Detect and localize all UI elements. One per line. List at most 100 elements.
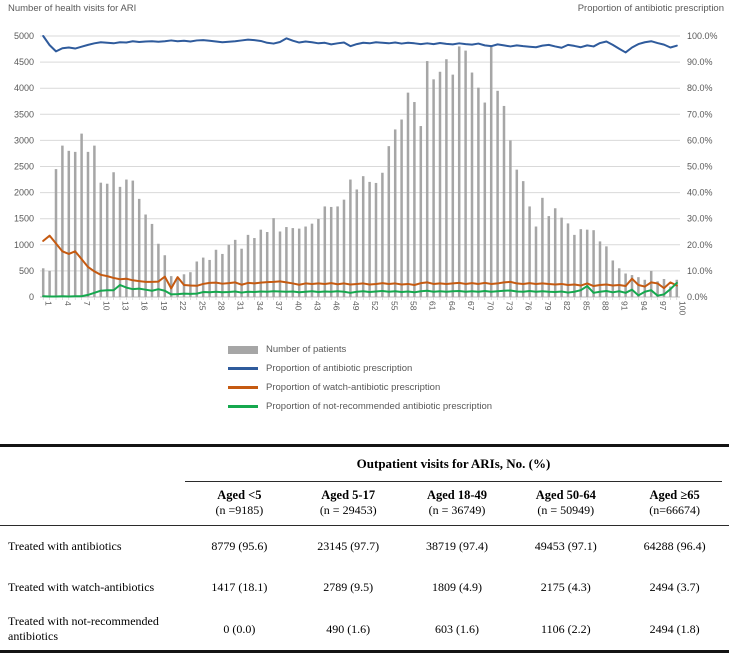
svg-text:46: 46 <box>332 301 342 311</box>
bar-swatch-icon <box>228 345 258 354</box>
column-header-sub: (n = 50949) <box>537 503 595 517</box>
svg-text:82: 82 <box>562 301 572 311</box>
svg-text:22: 22 <box>178 301 188 311</box>
svg-text:90.0%: 90.0% <box>687 57 713 67</box>
svg-text:88: 88 <box>601 301 611 311</box>
row-label: Treated with antibiotics <box>8 538 122 553</box>
svg-text:60.0%: 60.0% <box>687 135 713 145</box>
table-cell: 1809 (4.9) <box>431 579 482 594</box>
svg-text:10.0%: 10.0% <box>687 266 713 276</box>
chart-legend: Number of patients Proportion of antibio… <box>228 340 492 416</box>
svg-text:100.0%: 100.0% <box>687 31 718 41</box>
row-label: Treated with watch-antibiotics <box>8 579 155 594</box>
line-swatch-icon <box>228 386 258 389</box>
column-header: Aged 5-17 (n = 29453) <box>293 482 403 526</box>
svg-text:31: 31 <box>236 301 246 311</box>
svg-text:61: 61 <box>428 301 438 311</box>
svg-text:40: 40 <box>293 301 303 311</box>
svg-text:3500: 3500 <box>14 109 34 119</box>
svg-text:100: 100 <box>677 301 687 315</box>
svg-text:1: 1 <box>44 301 54 306</box>
svg-text:43: 43 <box>313 301 323 311</box>
svg-text:64: 64 <box>447 301 457 311</box>
summary-table: Outpatient visits for ARIs, No. (%) Aged… <box>0 444 729 653</box>
table-span-rule <box>185 481 722 482</box>
svg-text:1500: 1500 <box>14 214 34 224</box>
table-cell: 1106 (2.2) <box>541 621 591 636</box>
svg-text:25: 25 <box>197 301 207 311</box>
svg-text:34: 34 <box>255 301 265 311</box>
column-header-label: Aged 50-64 <box>535 488 596 502</box>
svg-text:28: 28 <box>217 301 227 311</box>
svg-text:2500: 2500 <box>14 162 34 172</box>
table-cell: 23145 (97.7) <box>317 538 380 553</box>
table-cell: 38719 (97.4) <box>425 538 488 553</box>
svg-text:80.0%: 80.0% <box>687 83 713 93</box>
svg-text:0: 0 <box>29 292 34 302</box>
table-span-header: Outpatient visits for ARIs, No. (%) <box>356 456 551 471</box>
legend-item: Number of patients <box>228 340 492 359</box>
svg-text:19: 19 <box>159 301 169 311</box>
svg-text:37: 37 <box>274 301 284 311</box>
svg-text:58: 58 <box>409 301 419 311</box>
table-cell: 2789 (9.5) <box>323 579 374 594</box>
svg-text:1000: 1000 <box>14 240 34 250</box>
svg-text:4: 4 <box>63 301 73 306</box>
table-cell: 49453 (97.1) <box>534 538 597 553</box>
svg-text:85: 85 <box>581 301 591 311</box>
combo-chart: 0 0.0% 500 10.0% 1000 20.0% 1500 30.0% 2000 40.0%… <box>14 31 718 315</box>
svg-text:2000: 2000 <box>14 188 34 198</box>
table-cell: 1417 (18.1) <box>211 579 268 594</box>
column-header-label: Aged <5 <box>217 488 262 502</box>
svg-text:49: 49 <box>351 301 361 311</box>
column-header-sub: (n=66674) <box>649 503 700 517</box>
svg-text:3000: 3000 <box>14 135 34 145</box>
column-header-label: Aged ≥65 <box>649 488 700 502</box>
svg-text:4000: 4000 <box>14 83 34 93</box>
svg-text:40.0%: 40.0% <box>687 188 713 198</box>
svg-text:16: 16 <box>140 301 150 311</box>
svg-text:4500: 4500 <box>14 57 34 67</box>
svg-text:500: 500 <box>19 266 34 276</box>
legend-label: Proportion of not-recommended antibiotic… <box>266 401 493 412</box>
column-header-label: Aged 18-49 <box>426 488 488 502</box>
table-top-rule <box>0 444 729 447</box>
svg-text:52: 52 <box>370 301 380 311</box>
svg-text:76: 76 <box>524 301 534 311</box>
column-header-sub: (n =9185) <box>215 503 264 517</box>
table-cell: 2494 (1.8) <box>649 621 700 636</box>
svg-text:5000: 5000 <box>14 31 34 41</box>
svg-text:67: 67 <box>466 301 476 311</box>
column-header-label: Aged 5-17 <box>321 488 376 502</box>
svg-text:30.0%: 30.0% <box>687 214 713 224</box>
svg-text:91: 91 <box>620 301 630 311</box>
table-cell: 0 (0.0) <box>223 621 256 636</box>
left-axis-title: Number of health visits for ARI <box>8 3 137 14</box>
svg-text:20.0%: 20.0% <box>687 240 713 250</box>
column-header: Aged ≥65 (n=66674) <box>620 482 729 526</box>
svg-text:70.0%: 70.0% <box>687 109 713 119</box>
column-header-sub: (n = 29453) <box>319 503 377 517</box>
legend-label: Proportion of antibiotic prescription <box>266 363 413 374</box>
right-axis-title: Proportion of antibiotic prescription <box>577 3 724 14</box>
column-header: Aged 50-64 (n = 50949) <box>511 482 621 526</box>
row-label: Treated with not-recommended antibiotics <box>8 614 159 643</box>
svg-text:94: 94 <box>639 301 649 311</box>
legend-label: Proportion of watch-antibiotic prescript… <box>266 382 441 393</box>
table-cell: 8779 (95.6) <box>211 538 268 553</box>
svg-text:79: 79 <box>543 301 553 311</box>
legend-item: Proportion of not-recommended antibiotic… <box>228 397 492 416</box>
svg-text:50.0%: 50.0% <box>687 162 713 172</box>
svg-text:7: 7 <box>82 301 92 306</box>
svg-text:0.0%: 0.0% <box>687 292 708 302</box>
legend-item: Proportion of antibiotic prescription <box>228 359 492 378</box>
line-swatch-icon <box>228 367 258 370</box>
table-cell: 2494 (3.7) <box>649 579 700 594</box>
legend-item: Proportion of watch-antibiotic prescript… <box>228 378 492 397</box>
table-cell: 2175 (4.3) <box>540 579 591 594</box>
table-corner-cell <box>0 482 185 526</box>
svg-text:97: 97 <box>658 301 668 311</box>
column-header-sub: (n = 36749) <box>428 503 486 517</box>
svg-text:70: 70 <box>485 301 495 311</box>
